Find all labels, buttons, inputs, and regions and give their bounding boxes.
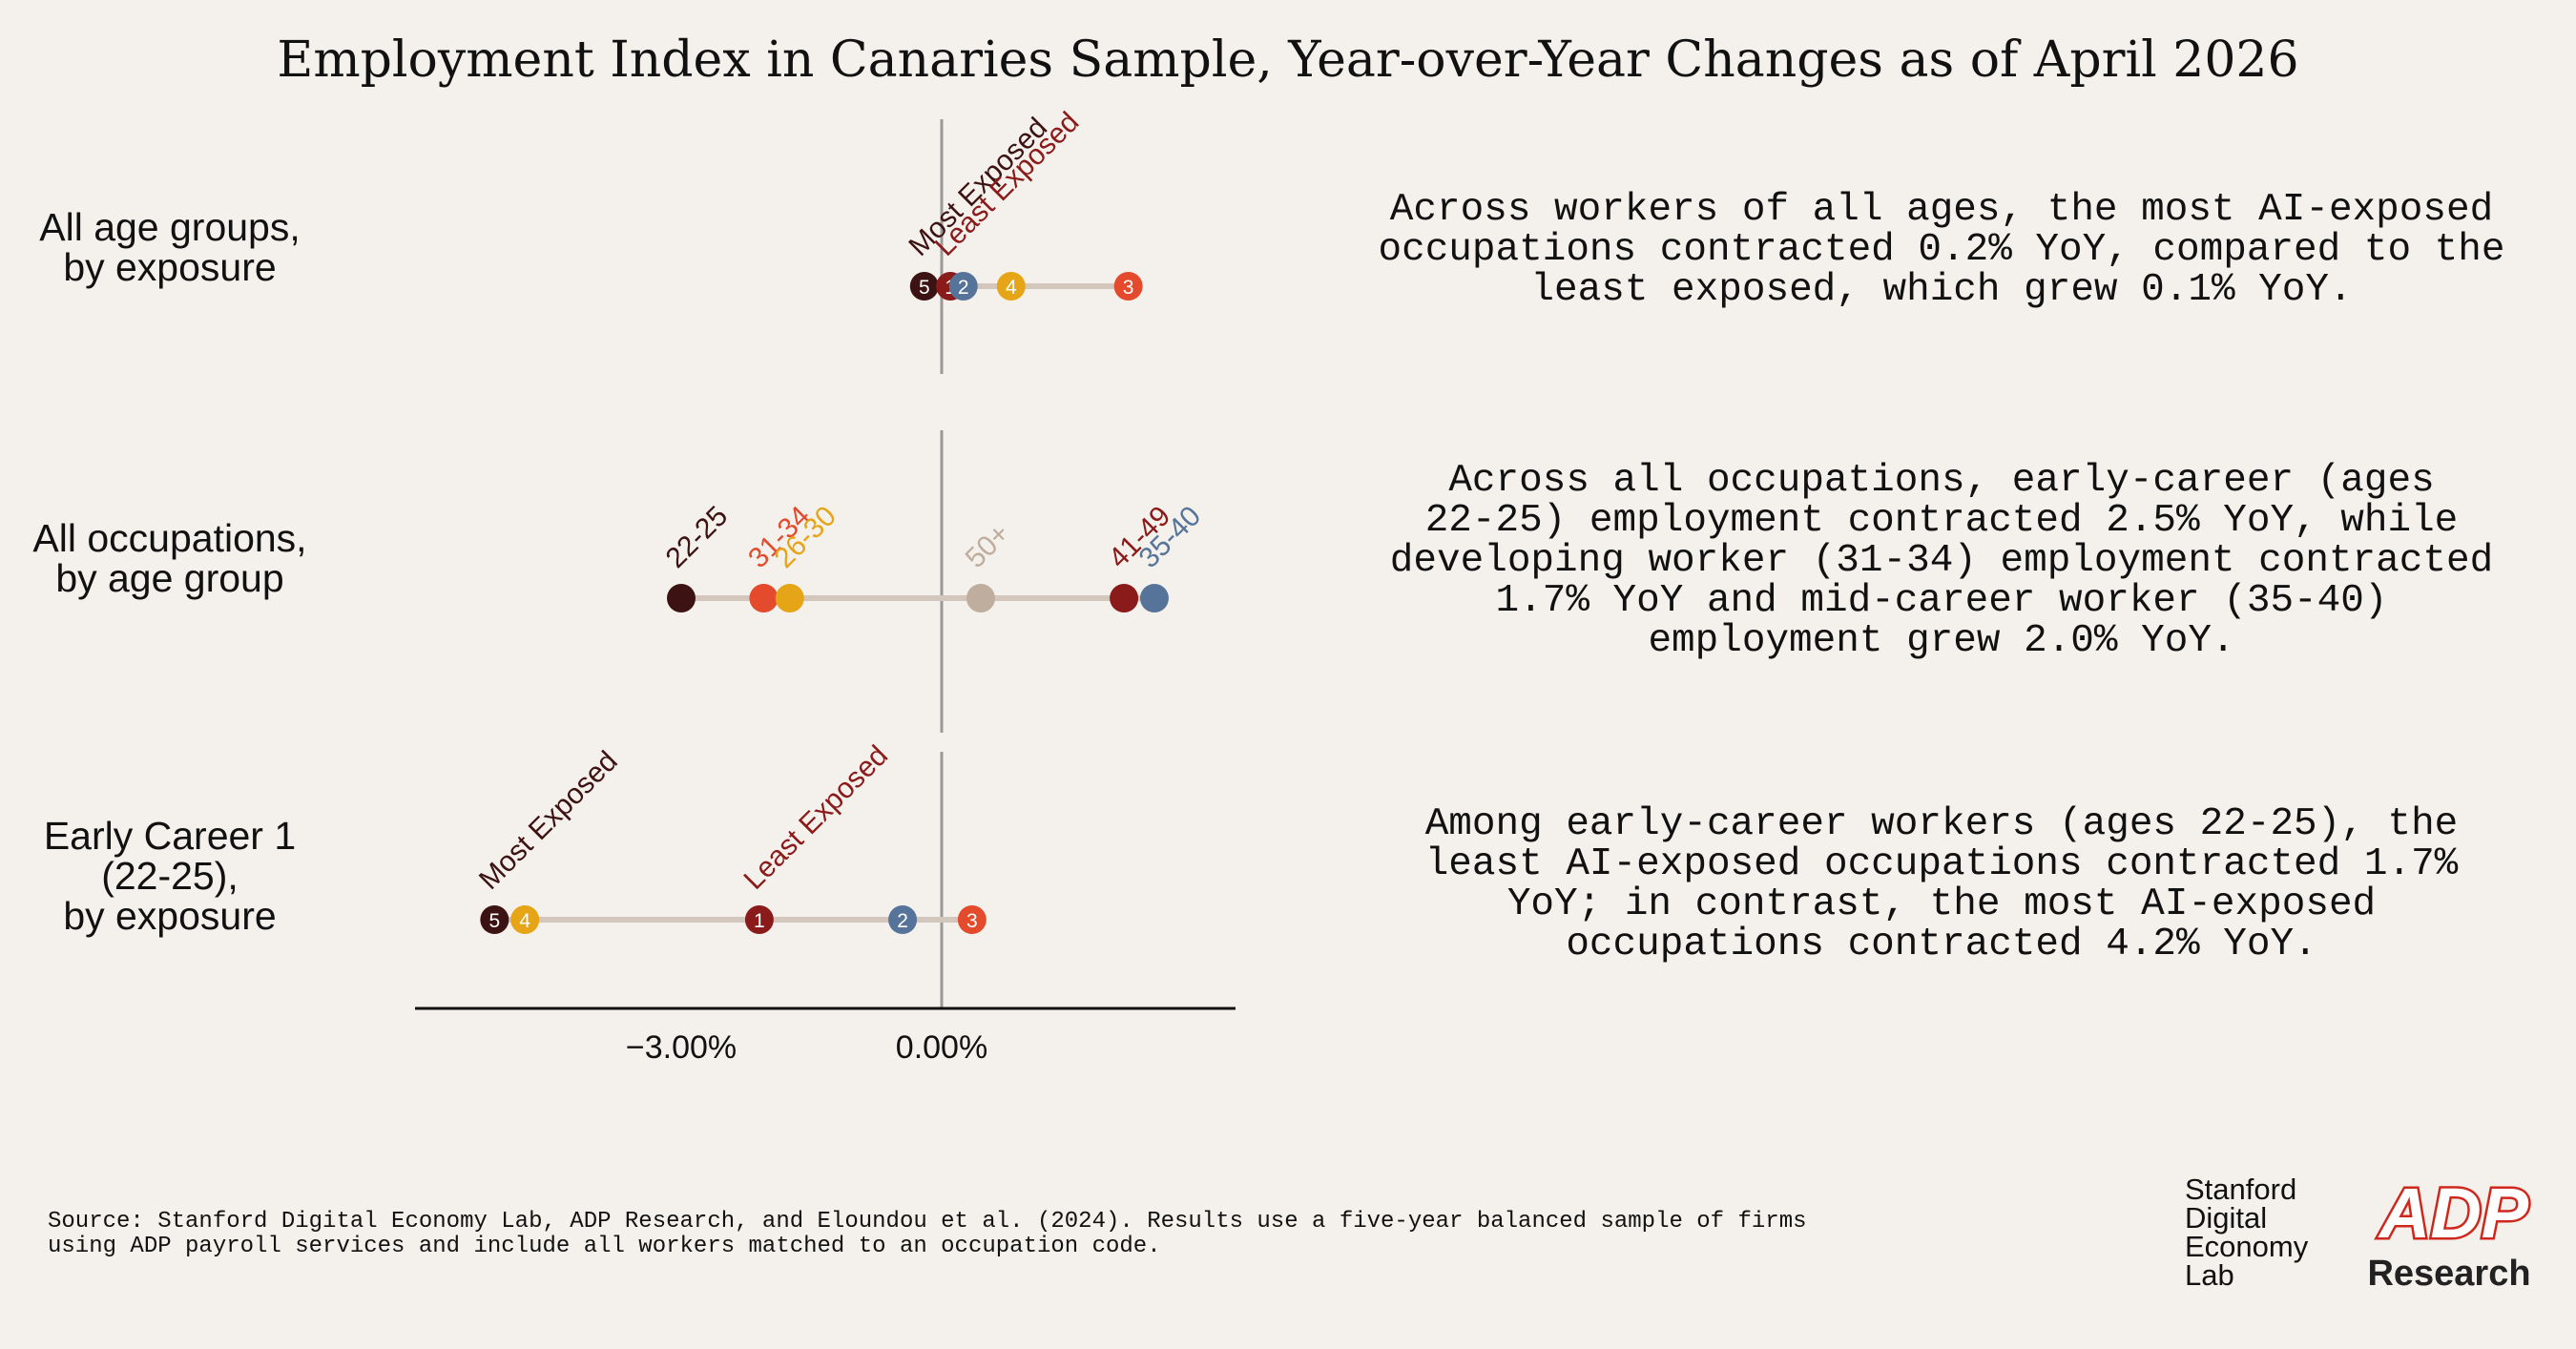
data-point: [1113, 272, 1143, 301]
point-number: 4: [519, 910, 530, 932]
point-label: Most Exposed: [903, 112, 1053, 262]
data-point: [480, 905, 509, 934]
point-label: Least Exposed: [738, 739, 895, 896]
point-number: 2: [958, 277, 969, 299]
point-number: 1: [754, 910, 765, 932]
source-line: Source: Stanford Digital Economy Lab, AD…: [48, 1209, 1807, 1235]
point-label: Least Exposed: [929, 106, 1086, 262]
data-point: [1110, 584, 1139, 612]
data-point: [957, 905, 987, 934]
data-point: [667, 584, 696, 612]
row-label: (22-25),: [101, 854, 239, 898]
source-line: using ADP payroll services and include a…: [48, 1234, 1161, 1259]
point-label: Most Exposed: [473, 745, 624, 896]
stanford-logo-line: Stanford: [2185, 1173, 2296, 1206]
annotation-text: occupations contracted 0.2% YoY, compare…: [1379, 228, 2505, 272]
stanford-logo: Stanford Digital Economy Lab: [2185, 1173, 2309, 1292]
annotation-text: 1.7% YoY and mid-career worker (35-40): [1496, 579, 2388, 623]
annotation-text: Across all occupations, early-career (ag…: [1448, 459, 2434, 503]
annotation-text: Across workers of all ages, the most AI-…: [1390, 188, 2493, 232]
row-label: Early Career 1: [44, 814, 296, 858]
data-point: [948, 272, 978, 301]
point-number: 4: [1006, 277, 1017, 299]
data-point: [510, 905, 540, 934]
point-number: 5: [489, 910, 501, 932]
row-label: by exposure: [63, 245, 276, 289]
point-number: 2: [897, 910, 908, 932]
data-point: [749, 584, 779, 612]
source-note: Source: Stanford Digital Economy Lab, AD…: [48, 1209, 1807, 1259]
data-point: [909, 272, 939, 301]
annotation-text: 22-25) employment contracted 2.5% YoY, w…: [1425, 499, 2459, 543]
data-point: [966, 584, 995, 612]
point-number: 5: [919, 277, 930, 299]
annotation-text: employment grew 2.0% YoY.: [1648, 619, 2234, 663]
adp-logo-research: Research: [2367, 1254, 2530, 1294]
data-point: [996, 272, 1026, 301]
row-label: All occupations,: [32, 516, 306, 560]
annotation-text: Among early-career workers (ages 22-25),…: [1425, 802, 2459, 846]
x-tick-label: 0.00%: [896, 1029, 987, 1066]
point-label: 22-25: [660, 500, 735, 574]
annotation-text: least exposed, which grew 0.1% YoY.: [1530, 268, 2352, 312]
data-point: [775, 584, 804, 612]
stanford-logo-line: Lab: [2185, 1258, 2234, 1292]
row-label: by age group: [55, 556, 283, 600]
annotation-text: least AI-exposed occupations contracted …: [1425, 842, 2459, 886]
point-number: 3: [1123, 277, 1134, 299]
annotation-text: occupations contracted 4.2% YoY.: [1566, 923, 2316, 966]
row-label: All age groups,: [39, 205, 301, 249]
data-point: [1139, 584, 1169, 612]
annotation-text: developing worker (31-34) employment con…: [1390, 539, 2493, 583]
point-number: 3: [966, 910, 978, 932]
annotation-text: YoY; in contrast, the most AI-exposed: [1507, 882, 2376, 926]
adp-logo-mark: ADP: [2378, 1173, 2529, 1253]
point-label: 50+: [960, 518, 1016, 574]
x-tick-label: −3.00%: [626, 1029, 737, 1066]
stanford-logo-line: Economy: [2185, 1230, 2309, 1263]
data-point: [744, 905, 774, 934]
chart-title: Employment Index in Canaries Sample, Yea…: [277, 31, 2298, 89]
adp-research-logo: ADP Research: [2367, 1172, 2531, 1295]
row-label: by exposure: [63, 894, 276, 938]
stanford-logo-line: Digital: [2185, 1201, 2267, 1235]
data-point: [888, 905, 918, 934]
